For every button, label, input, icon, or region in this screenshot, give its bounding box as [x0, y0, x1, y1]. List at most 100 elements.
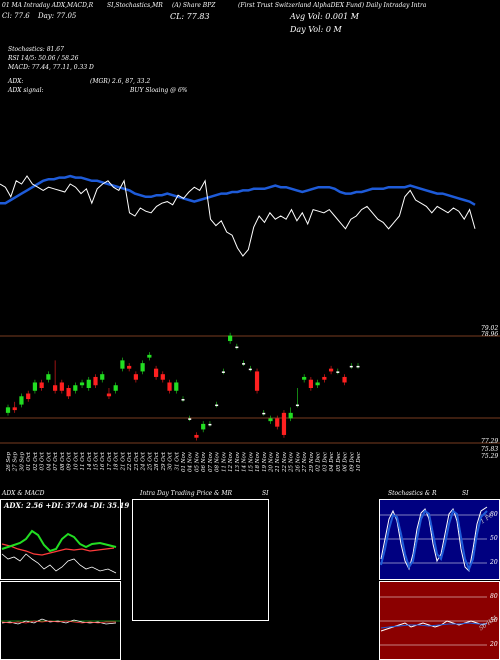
stoch-k-line — [380, 506, 488, 573]
candle-body — [268, 418, 273, 422]
main-chart: 26 Sep 27 Sep 30 Sep 01 Oct 02 Oct 03 Oct 04 O… — [0, 174, 500, 473]
date-label: 23 Oct — [134, 451, 140, 471]
header-title-3: (A) Share BPZ — [172, 2, 216, 9]
date-label: 09 Oct — [67, 451, 73, 470]
date-label: 31 Oct — [174, 451, 180, 470]
candle-body — [106, 393, 112, 397]
candle-body — [100, 374, 105, 380]
date-label: 26 Nov — [295, 451, 301, 473]
rsi-panel-frame — [379, 581, 500, 660]
date-label: 07 Oct — [53, 451, 59, 470]
price-axis-bot-c: 75.29 — [481, 453, 499, 460]
date-label: 17 Oct — [107, 451, 113, 470]
candle-body — [93, 376, 98, 386]
header-day: Day: 77.05 — [38, 12, 77, 20]
candle-body — [127, 365, 132, 369]
candle-body — [221, 371, 225, 373]
candle-body — [19, 396, 24, 405]
candle-body — [201, 423, 206, 430]
adx-macd-title: ADX & MACD — [2, 490, 45, 497]
candle-body — [254, 371, 260, 391]
date-label: 02 Oct — [33, 451, 39, 470]
candle-body — [336, 371, 340, 373]
date-label: 18 Oct — [114, 451, 120, 470]
candle-body — [302, 376, 307, 380]
candle-body — [133, 374, 138, 380]
stoch-tick-80: 80 — [490, 511, 498, 518]
candle-body — [356, 365, 360, 368]
header-title-4: (First Trust Switzerland AlphaDEX Fund) … — [238, 2, 427, 9]
candle-body — [167, 382, 172, 391]
candle-body — [288, 412, 293, 419]
candle-body — [32, 382, 38, 391]
date-label: 28 Oct — [154, 451, 160, 471]
date-label: 13 Nov — [235, 451, 241, 472]
candle-body — [248, 368, 252, 371]
candle-body — [342, 376, 347, 383]
candle-body — [235, 346, 239, 349]
date-label: 10 Oct — [73, 451, 79, 470]
candle-body — [12, 407, 17, 411]
candle-body — [208, 423, 212, 426]
date-label: 04 Nov — [188, 451, 194, 472]
date-label: 16 Oct — [100, 451, 106, 470]
candle-body — [79, 382, 85, 386]
date-label: 26 Sep — [6, 452, 12, 473]
candle-body — [262, 412, 266, 415]
date-label: 10 Dec — [356, 452, 362, 472]
day-volume: Day Vol: 0 M — [290, 25, 342, 34]
price-axis-top-b: 78.96 — [481, 331, 499, 338]
price-axis-bot-a: 77.29 — [481, 438, 499, 445]
date-label: 25 Oct — [147, 451, 153, 471]
blue-moving-average-line — [0, 174, 476, 206]
date-label: 21 Oct — [120, 451, 126, 471]
date-label: 15 Oct — [94, 451, 100, 470]
candle-body — [228, 335, 233, 342]
candle-body — [160, 374, 165, 380]
date-label: 27 Nov — [302, 451, 308, 473]
candle-body — [46, 374, 51, 380]
candle-body — [73, 385, 78, 391]
macd-signal-line — [1, 620, 116, 624]
price-axis-bot-b: 75.83 — [481, 446, 499, 453]
header-title-2: SI,Stochastics,MR — [107, 2, 163, 9]
rsi-tick-80: 80 — [490, 593, 498, 600]
date-label: 15 Nov — [248, 451, 254, 472]
date-label: 29 Nov — [309, 451, 315, 473]
candle-body — [66, 388, 71, 397]
candle-body — [328, 368, 334, 372]
candle-body — [188, 418, 192, 420]
date-label: 22 Nov — [282, 451, 288, 473]
adx-mgr-value: (MGR) 2.6, 87, 33.2 — [90, 78, 151, 85]
candle-body — [140, 363, 145, 372]
date-label: 03 Dec — [322, 452, 328, 472]
date-label: 08 Oct — [60, 451, 66, 470]
stochastics-value: Stochastics: 81.67 — [8, 46, 64, 53]
candle-body — [5, 407, 11, 413]
adx-signal-label: ADX signal: — [8, 87, 44, 94]
candle-body — [295, 404, 299, 407]
intraday-panel — [132, 499, 269, 621]
date-label: 08 Nov — [215, 451, 221, 472]
date-label: 01 Oct — [26, 451, 32, 470]
date-label: 12 Nov — [228, 451, 234, 472]
date-label: 02 Dec — [316, 452, 322, 472]
date-label: 04 Dec — [329, 452, 335, 472]
candle-body — [242, 363, 246, 365]
stochastics-panel — [379, 499, 500, 580]
header-close: Cl: 77.6 — [2, 12, 30, 20]
date-label: 27 Sep — [13, 452, 19, 473]
candle-body — [113, 385, 118, 391]
candle-body — [153, 368, 159, 377]
date-label: 04 Oct — [46, 451, 52, 470]
adx-panel — [0, 499, 121, 580]
buy-signal: BUY Sloaing @ 6% — [130, 87, 188, 94]
macd-panel-frame — [0, 581, 121, 660]
candle-body — [120, 360, 125, 369]
date-label: 19 Nov — [262, 451, 268, 472]
date-label: 21 Nov — [275, 451, 281, 473]
candle-body — [322, 376, 327, 380]
date-label: 20 Nov — [269, 451, 275, 473]
white-price-line — [0, 175, 476, 257]
candle-body — [26, 393, 31, 400]
